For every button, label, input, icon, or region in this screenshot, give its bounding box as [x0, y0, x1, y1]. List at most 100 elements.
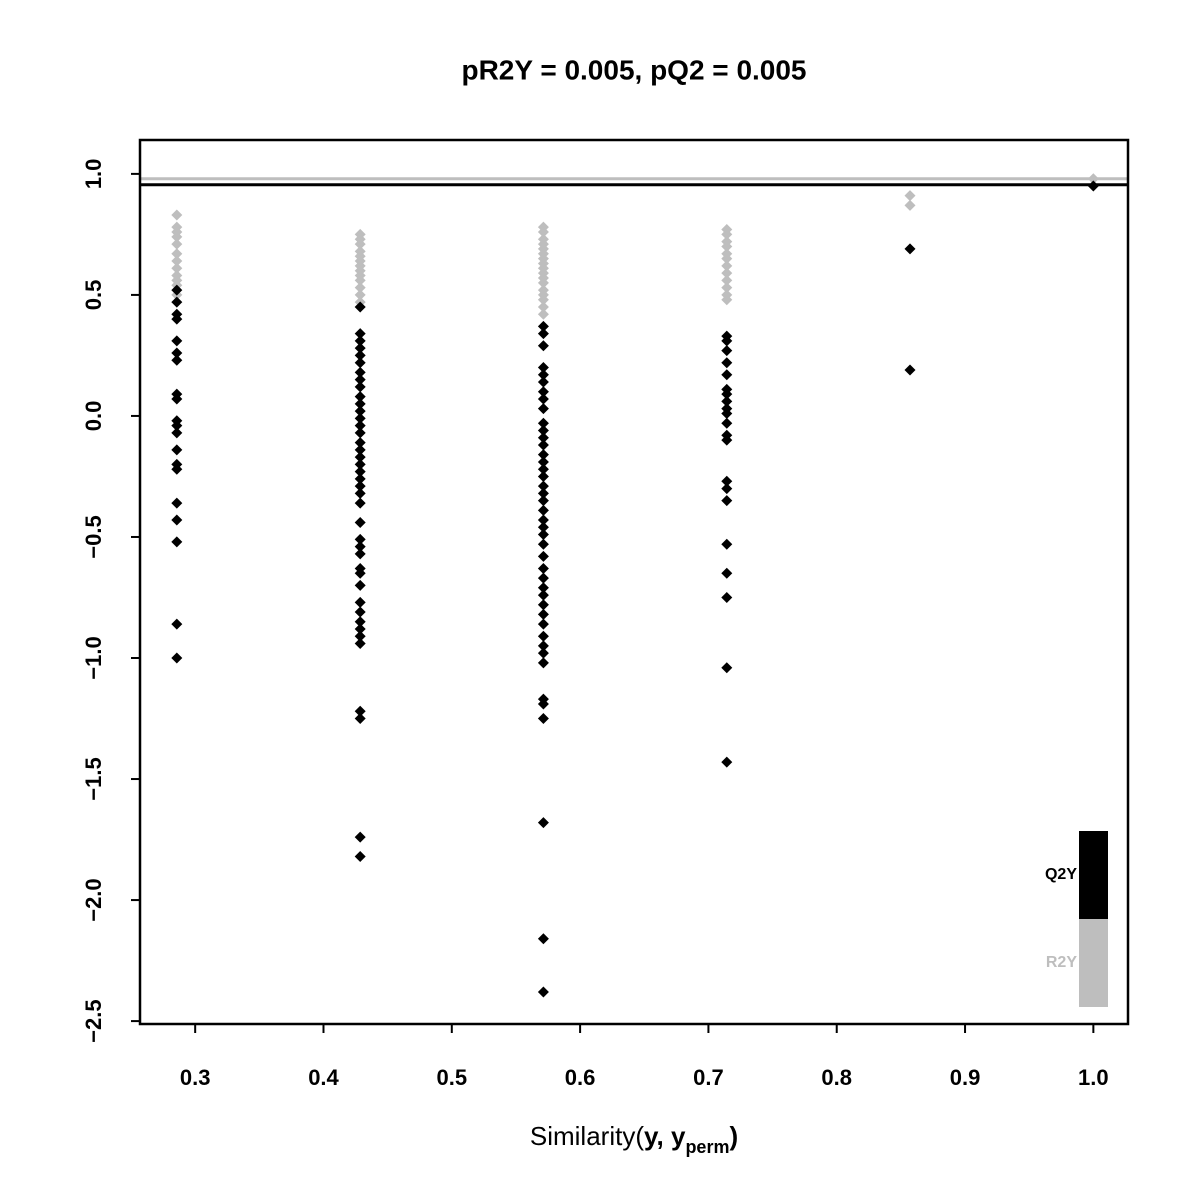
point [171, 427, 183, 439]
point [354, 420, 366, 432]
point [721, 591, 733, 603]
point [537, 470, 549, 482]
point [721, 369, 733, 381]
point [537, 328, 549, 340]
point [354, 366, 366, 378]
point [721, 395, 733, 407]
point [354, 831, 366, 843]
point [537, 376, 549, 388]
point [1087, 173, 1099, 185]
y-tick-label: 0.0 [81, 401, 106, 432]
point [537, 403, 549, 415]
point [537, 521, 549, 533]
point [171, 255, 183, 267]
legend-swatch [1079, 831, 1108, 919]
point [354, 497, 366, 509]
point [721, 274, 733, 286]
point [537, 562, 549, 574]
x-tick-label: 0.3 [180, 1065, 211, 1090]
point [721, 483, 733, 495]
point [354, 437, 366, 449]
point [537, 582, 549, 594]
x-tick-label: 1.0 [1078, 1065, 1109, 1090]
point [171, 313, 183, 325]
point [354, 516, 366, 528]
point [171, 231, 183, 243]
point [721, 253, 733, 265]
point [354, 705, 366, 717]
point [721, 538, 733, 550]
x-axis-label-part: Similarity( [530, 1121, 644, 1151]
y-tick-label: 1.0 [81, 159, 106, 190]
point [537, 301, 549, 313]
point [354, 487, 366, 499]
point [354, 238, 366, 250]
x-axis-label-part: y [671, 1121, 686, 1151]
point [1087, 180, 1099, 192]
x-tick-label: 0.4 [308, 1065, 339, 1090]
x-tick-label: 0.5 [437, 1065, 468, 1090]
point [171, 262, 183, 274]
point [721, 475, 733, 487]
x-tick-label: 0.9 [950, 1065, 981, 1090]
point [354, 623, 366, 635]
point [354, 289, 366, 301]
point [171, 514, 183, 526]
point [537, 986, 549, 998]
point [537, 647, 549, 659]
x-axis-label-part: ) [729, 1121, 738, 1151]
point [721, 260, 733, 272]
legend-swatch [1079, 919, 1108, 1007]
legend-label: R2Y [1046, 954, 1077, 971]
point [537, 640, 549, 652]
point [354, 596, 366, 608]
point [354, 301, 366, 313]
chart-title: pR2Y = 0.005, pQ2 = 0.005 [461, 54, 806, 85]
point [721, 282, 733, 294]
point [537, 386, 549, 398]
point [354, 541, 366, 553]
x-axis-label-part: perm [685, 1137, 729, 1157]
point [171, 420, 183, 432]
point [721, 335, 733, 347]
point [354, 616, 366, 628]
point [537, 504, 549, 516]
point [904, 243, 916, 255]
point [354, 444, 366, 456]
point [171, 238, 183, 250]
point [537, 589, 549, 601]
point [171, 354, 183, 366]
y-tick-label: −2.0 [81, 878, 106, 921]
point [537, 369, 549, 381]
plot-frame [138, 138, 1130, 1026]
point [171, 536, 183, 548]
point [171, 248, 183, 260]
point [537, 698, 549, 710]
point [171, 296, 183, 308]
point [354, 328, 366, 340]
point [171, 618, 183, 630]
point [537, 630, 549, 642]
point [354, 466, 366, 478]
y-tick-label: −2.5 [81, 999, 106, 1042]
point [171, 463, 183, 475]
point [721, 345, 733, 357]
point [721, 567, 733, 579]
point [537, 362, 549, 374]
point [354, 533, 366, 545]
point [537, 495, 549, 507]
point [354, 451, 366, 463]
point [354, 713, 366, 725]
point [537, 538, 549, 550]
point [537, 432, 549, 444]
point [537, 817, 549, 829]
point [537, 572, 549, 584]
y-tick-label: −1.5 [81, 757, 106, 800]
point [171, 444, 183, 456]
point [171, 284, 183, 296]
point [354, 282, 366, 294]
x-axis-label: Similarity(y, yperm) [530, 1121, 738, 1157]
